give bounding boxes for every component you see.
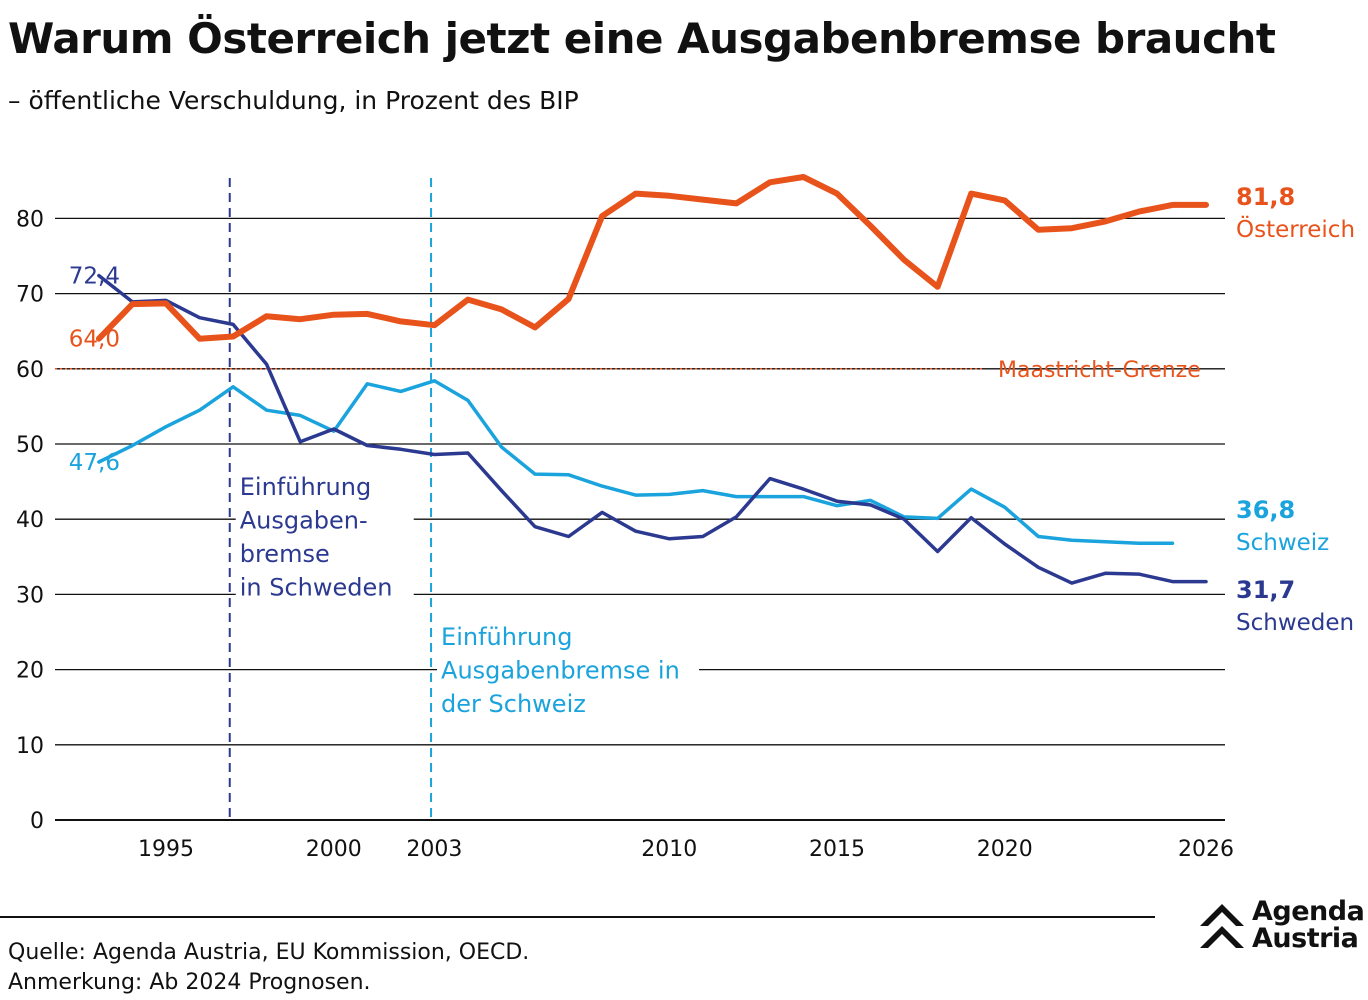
y-tick-label-30: 30 [16,583,44,608]
y-tick-label-70: 70 [16,283,44,308]
agenda-austria-logo-icon [1200,904,1244,948]
x-tick-label-2015: 2015 [809,837,865,862]
logo-text-line1: Agenda [1252,896,1365,927]
logo-text-line2: Austria [1252,923,1359,954]
y-tick-label-60: 60 [16,358,44,383]
end-value-schweden: 31,7 [1236,576,1295,604]
x-tick-label-2010: 2010 [641,837,697,862]
marker-label-schweiz-line-1: Ausgabenbremse in [441,657,680,685]
debt-line-chart: 0 10 20 30 40 50 60 70 80 1995 2000 2003 2010 2015 202… [16,174,1355,862]
marker-label-schweiz-line-0: Einführung [441,623,572,651]
x-tick-label-2020: 2020 [977,837,1033,862]
y-tick-label-0: 0 [30,809,44,834]
maastricht-reference-label: Maastricht-Grenze [998,358,1201,383]
x-tick-label-1995: 1995 [138,837,194,862]
footer-divider [0,916,1155,918]
end-name-oesterreich: Österreich [1236,215,1355,243]
y-tick-label-20: 20 [16,659,44,684]
y-tick-label-80: 80 [16,207,44,232]
footer-note: Anmerkung: Ab 2024 Prognosen. [8,970,371,995]
marker-label-schweden-line-1: Ausgaben- [240,507,368,535]
marker-label-schweden-line-2: bremse [240,540,330,568]
chart-subtitle: – öffentliche Verschuldung, in Prozent d… [8,86,579,115]
footer-source: Quelle: Agenda Austria, EU Kommission, O… [8,940,530,965]
start-label-oesterreich: 64,0 [69,327,120,353]
y-tick-label-10: 10 [16,734,44,759]
x-tick-label-2026: 2026 [1178,837,1234,862]
end-name-schweiz: Schweiz [1236,530,1329,556]
x-tick-label-2000: 2000 [306,837,362,862]
marker-label-schweden-line-3: in Schweden [240,574,393,602]
end-value-oesterreich: 81,8 [1236,183,1295,211]
x-tick-label-2003: 2003 [406,837,462,862]
series-line-schweden [97,273,1208,585]
start-label-schweden: 72,4 [69,264,120,290]
start-label-schweiz: 47,6 [69,450,120,476]
series-line-oesterreich [95,174,1209,342]
chart-title: Warum Österreich jetzt eine Ausgabenbrem… [8,14,1276,63]
marker-label-bg-schweden [235,468,414,610]
end-name-schweden: Schweden [1236,610,1354,636]
end-value-schweiz: 36,8 [1236,496,1295,524]
marker-label-bg-schweiz [437,618,700,727]
series-line-schweiz [97,379,1175,546]
marker-label-schweden-line-0: Einführung [240,473,371,501]
y-tick-label-40: 40 [16,508,44,533]
y-tick-label-50: 50 [16,433,44,458]
marker-label-schweiz-line-2: der Schweiz [441,690,586,718]
